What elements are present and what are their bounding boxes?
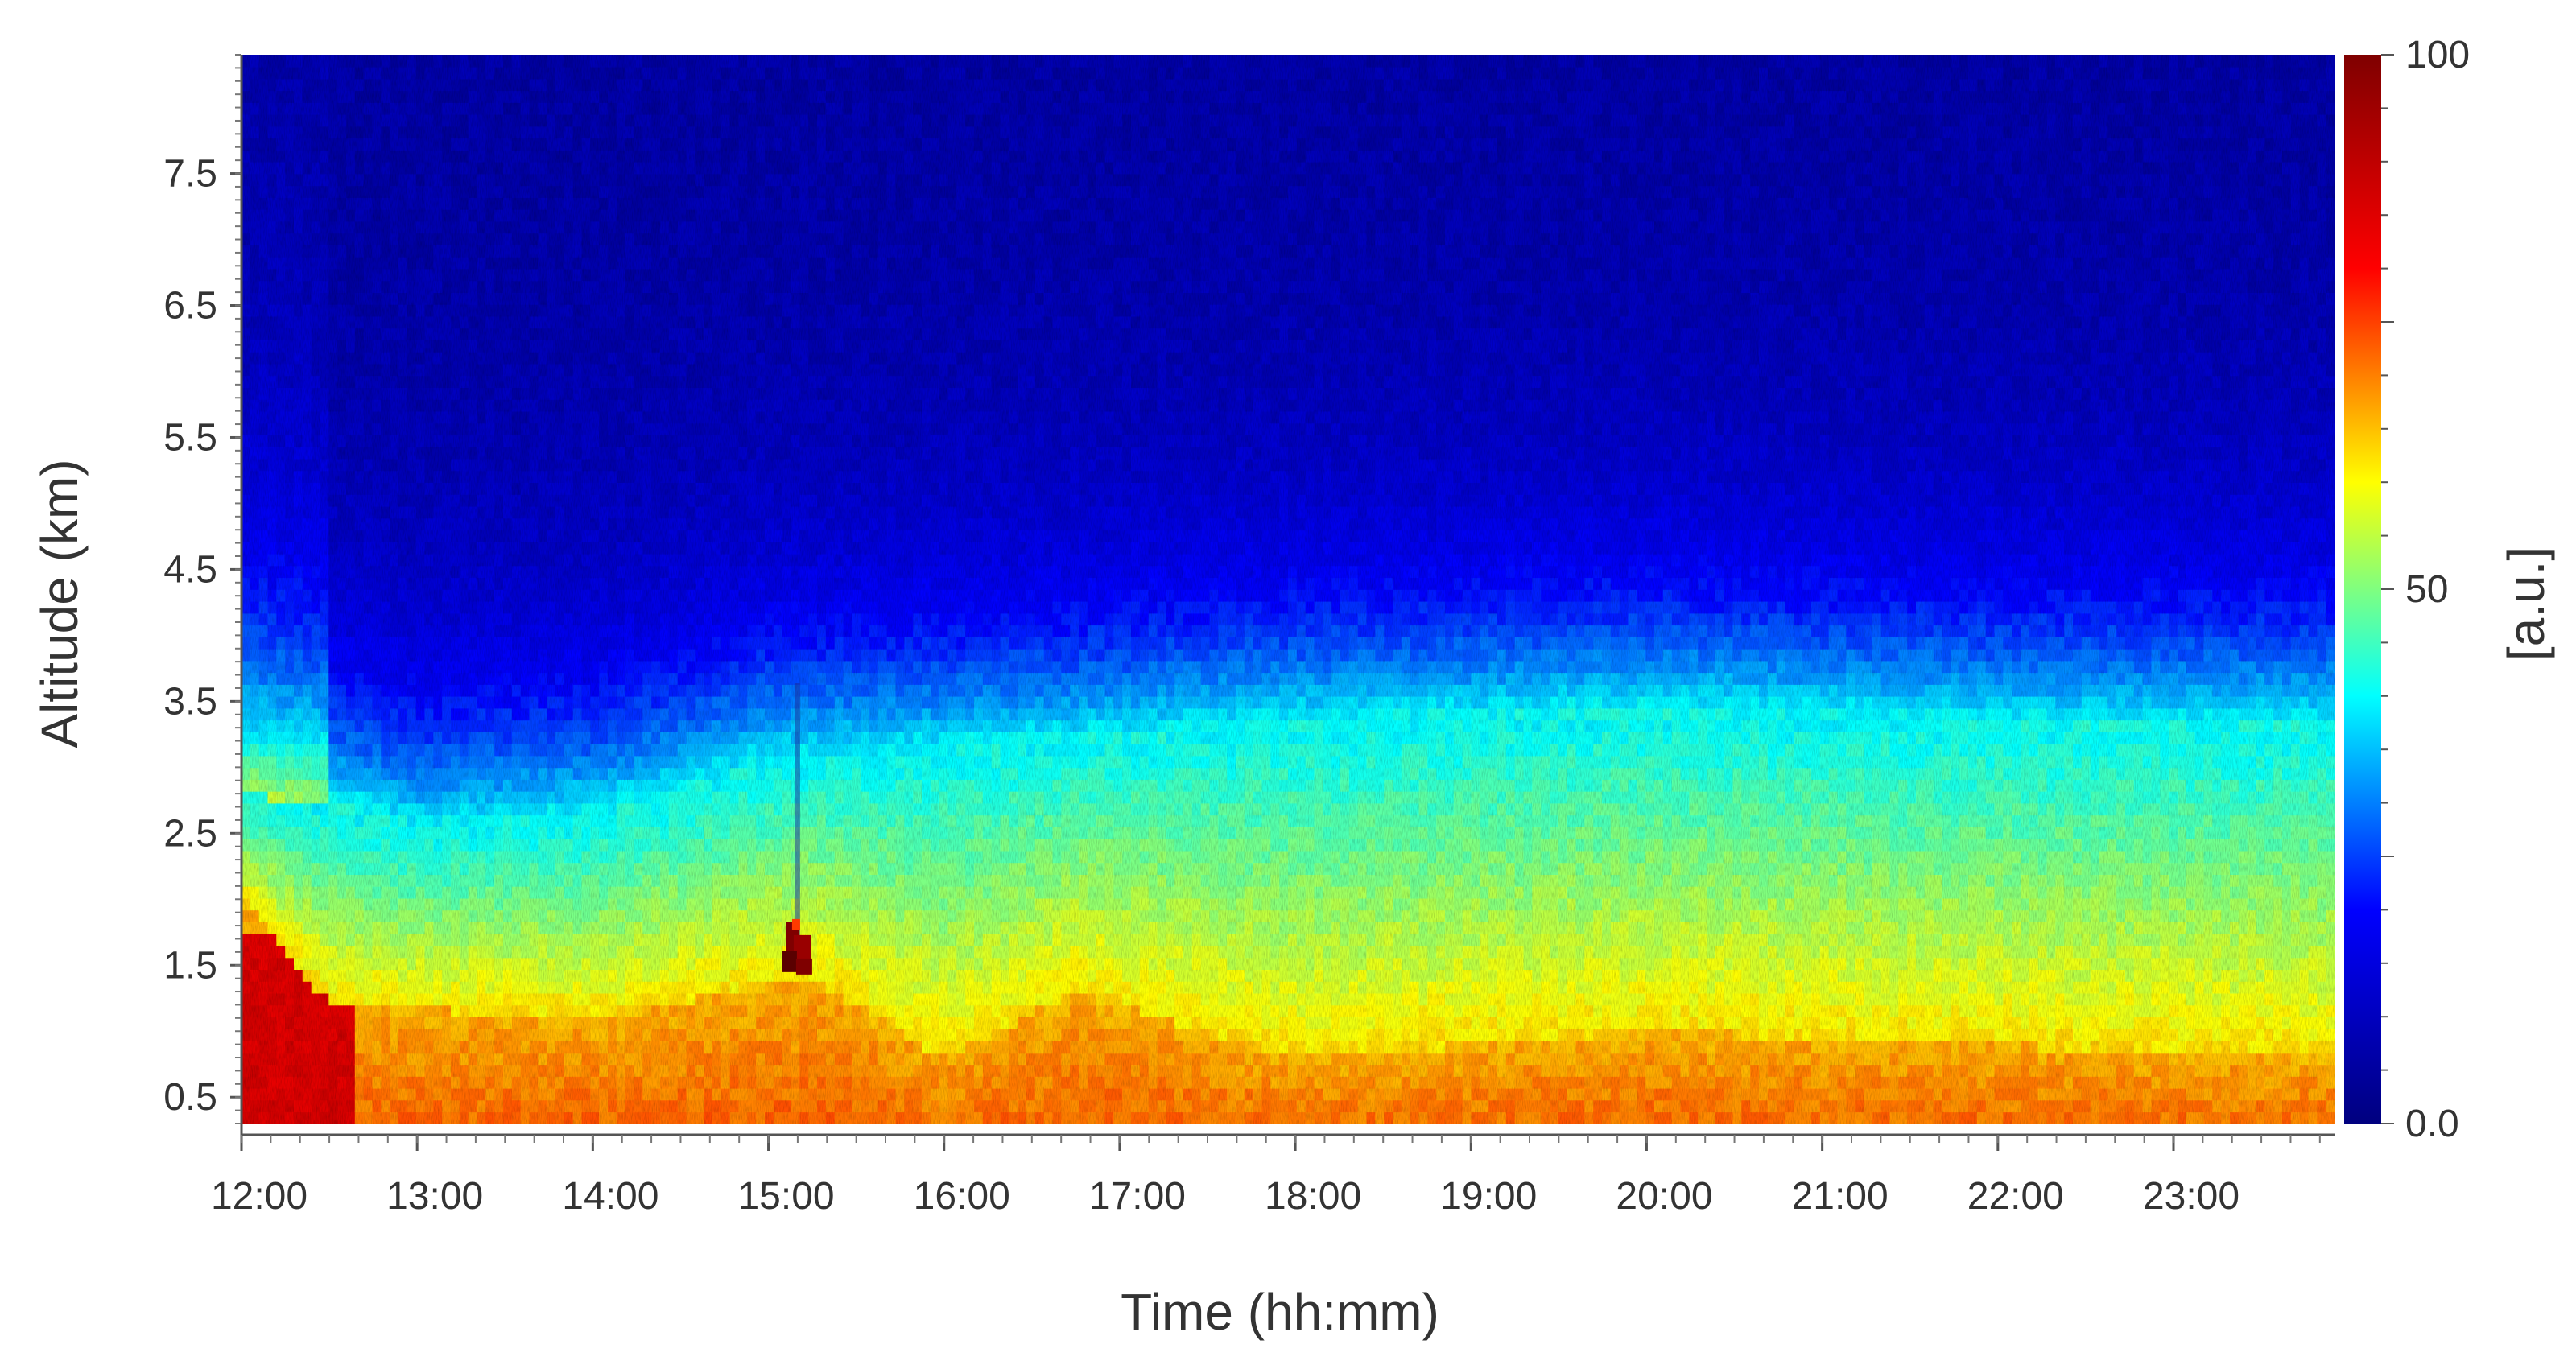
backscatter-heatmap-chart: 12:00 13:00 14:00 15:00 16:00 17:00 18:00 19:00… — [31, 34, 2555, 1341]
